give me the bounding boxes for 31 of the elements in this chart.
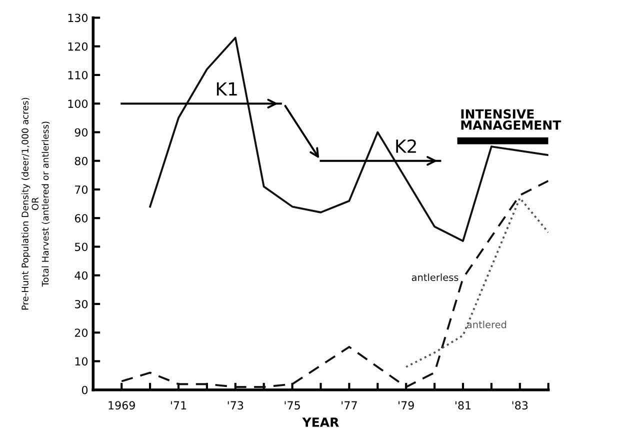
y-tick-label: 0: [82, 386, 88, 394]
y-tick-label: 110: [68, 70, 88, 80]
y-tick-label: 20: [74, 328, 88, 337]
y-tick-label: 90: [74, 128, 88, 137]
x-tick-label: '71: [170, 401, 186, 410]
y-tick-label: 80: [74, 156, 88, 166]
y-tick-label: 70: [75, 185, 88, 194]
line-series: [120, 180, 548, 388]
series-label: antlerless: [412, 274, 458, 282]
y-tick-label: 100: [68, 100, 88, 108]
y-tick-label: 130: [68, 14, 88, 22]
y-tick-label: 60: [74, 214, 88, 222]
series-label: antlered: [466, 320, 506, 328]
series-label: K1: [216, 82, 237, 96]
y-tick-label: 30: [74, 300, 88, 308]
line-series: [405, 197, 548, 368]
x-axis-title: YEAR: [302, 418, 339, 427]
series-label: INTENSIVE MANAGEMENT: [461, 109, 562, 130]
x-tick-label: '73: [228, 401, 244, 410]
y-tick-label: 50: [75, 242, 88, 252]
y-tick-label: 10: [75, 357, 88, 366]
x-tick-label: '81: [455, 401, 471, 410]
y-tick-label: 40: [74, 271, 88, 280]
x-tick-label: '75: [284, 401, 300, 410]
y-tick-label: 120: [68, 42, 88, 51]
x-tick-label: '83: [512, 401, 528, 410]
x-tick-label: 1969: [108, 401, 135, 410]
x-tick-label: '79: [398, 401, 414, 410]
y-axis-title: Pre-Hunt Population Density (deer/1,000 acres) OR Total Harvest (antlered or antlerless): [21, 98, 50, 310]
x-tick-label: '77: [342, 401, 357, 410]
series-label: K2: [396, 139, 416, 153]
